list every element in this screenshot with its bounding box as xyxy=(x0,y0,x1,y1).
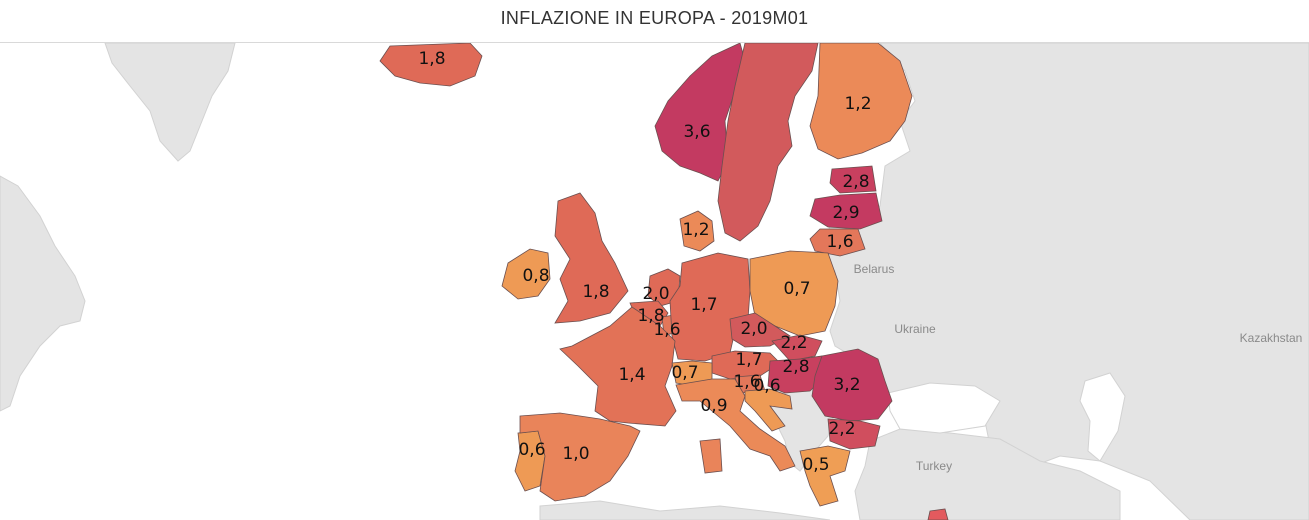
country-croatia[interactable] xyxy=(744,388,793,432)
country-cyprus[interactable] xyxy=(927,508,949,520)
black-sea xyxy=(887,382,1001,434)
country-estonia[interactable] xyxy=(829,165,877,194)
value-label: 3,6 xyxy=(683,122,710,142)
value-label: 0,6 xyxy=(518,440,545,460)
country-slovakia[interactable] xyxy=(771,334,823,362)
country-bulgaria[interactable] xyxy=(827,418,881,450)
value-label: 2,2 xyxy=(780,333,807,353)
europe-map[interactable]: 1,8 3,6 1,2 2,8 2,9 1,6 1,2 0,8 1,8 2,0 … xyxy=(0,43,1309,520)
value-label: 2,9 xyxy=(832,203,859,223)
value-label: 1,8 xyxy=(582,282,609,302)
north-america-shape xyxy=(0,175,86,412)
value-label: 2,0 xyxy=(740,319,767,339)
country-poland[interactable] xyxy=(749,250,839,337)
country-italy[interactable] xyxy=(675,378,796,472)
value-label: 1,4 xyxy=(618,365,645,385)
caspian-sea xyxy=(1079,372,1126,462)
value-label: 1,8 xyxy=(637,306,664,326)
country-latvia[interactable] xyxy=(809,192,883,230)
country-united-kingdom[interactable] xyxy=(554,192,629,324)
north-africa-shape xyxy=(539,500,831,520)
value-label: 1,7 xyxy=(735,350,762,370)
country-romania[interactable] xyxy=(811,348,893,422)
country-sweden[interactable] xyxy=(717,43,819,242)
value-label: 1,6 xyxy=(826,232,853,252)
value-label: 2,8 xyxy=(782,357,809,377)
value-label: 0,8 xyxy=(522,266,549,286)
countries xyxy=(379,43,949,520)
value-label: 3,2 xyxy=(833,375,860,395)
place-label-turkey: Turkey xyxy=(916,459,952,473)
value-label: 0,7 xyxy=(671,363,698,383)
value-label: 1,6 xyxy=(653,320,680,340)
country-denmark[interactable] xyxy=(679,210,715,252)
value-label: 0,5 xyxy=(802,455,829,475)
value-label: 0,6 xyxy=(753,376,780,396)
value-label: 1,7 xyxy=(690,295,717,315)
country-finland[interactable] xyxy=(809,43,913,160)
value-label: 2,8 xyxy=(842,172,869,192)
country-iceland[interactable] xyxy=(379,43,483,87)
place-label-kazakhstan: Kazakhstan xyxy=(1240,331,1303,345)
value-label: 2,0 xyxy=(642,284,669,304)
value-label: 1,6 xyxy=(733,372,760,392)
country-ireland[interactable] xyxy=(501,248,551,300)
place-label-belarus: Belarus xyxy=(854,262,895,276)
value-labels: 1,8 3,6 1,2 2,8 2,9 1,6 1,2 0,8 1,8 2,0 … xyxy=(418,49,871,475)
value-label: 1,8 xyxy=(418,49,445,69)
value-label: 1,2 xyxy=(682,220,709,240)
country-spain[interactable] xyxy=(519,412,641,502)
place-labels: Belarus Ukraine Kazakhstan Turkey xyxy=(854,262,1303,473)
country-sardinia xyxy=(699,438,723,474)
value-label: 0,7 xyxy=(783,279,810,299)
country-lithuania[interactable] xyxy=(809,228,866,257)
greenland-shape xyxy=(104,43,236,162)
value-label: 1,2 xyxy=(844,94,871,114)
map-title: INFLAZIONE IN EUROPA - 2019M01 xyxy=(500,8,809,28)
country-greece[interactable] xyxy=(799,445,851,507)
map-area[interactable]: 1,8 3,6 1,2 2,8 2,9 1,6 1,2 0,8 1,8 2,0 … xyxy=(0,42,1309,520)
country-france[interactable] xyxy=(559,306,677,427)
place-label-ukraine: Ukraine xyxy=(894,322,936,336)
value-label: 0,9 xyxy=(700,396,727,416)
value-label: 1,0 xyxy=(562,444,589,464)
value-label: 2,2 xyxy=(828,419,855,439)
